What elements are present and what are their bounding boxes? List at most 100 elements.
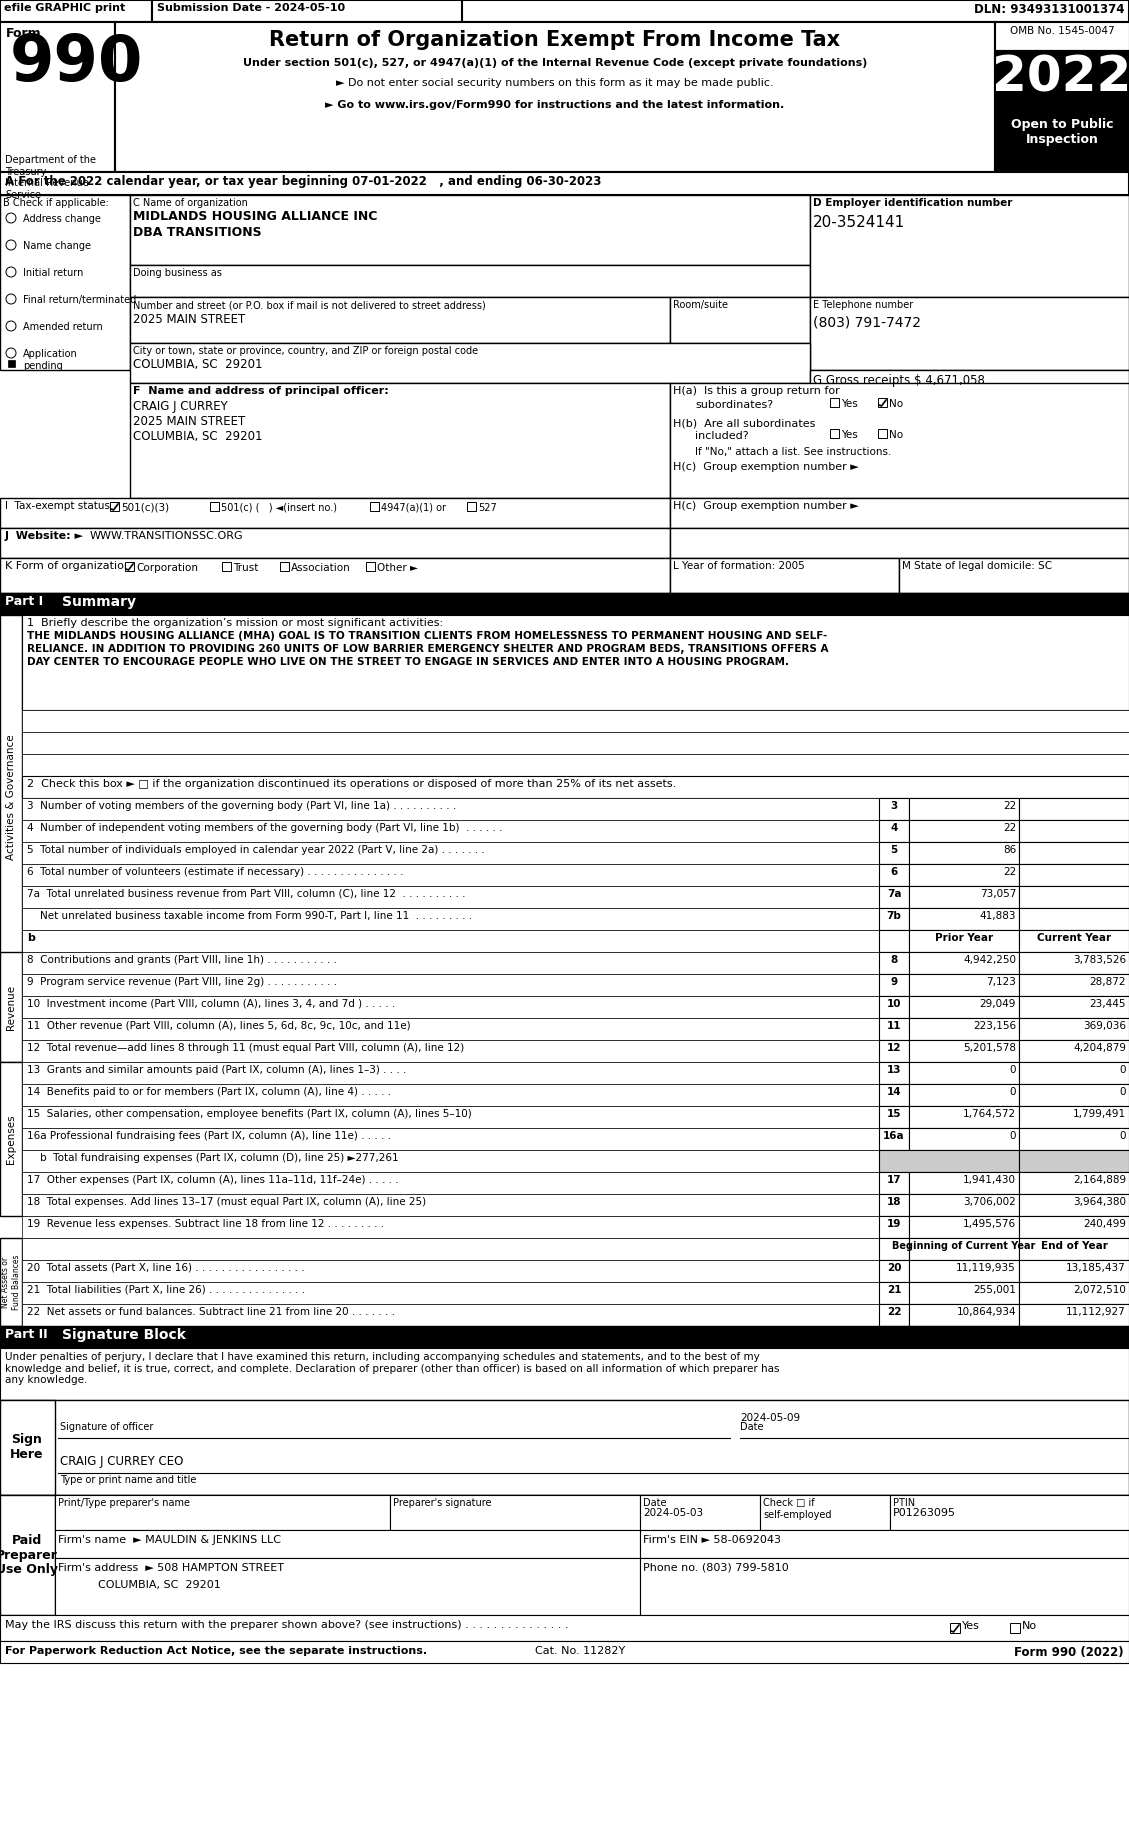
Bar xyxy=(669,558,899,593)
Text: 3: 3 xyxy=(891,800,898,811)
Bar xyxy=(1019,865,1129,885)
Text: 5,201,578: 5,201,578 xyxy=(963,1042,1016,1053)
Text: Corporation: Corporation xyxy=(135,564,198,573)
Text: 501(c) (   ) ◄(insert no.): 501(c) ( ) ◄(insert no.) xyxy=(221,503,336,514)
Text: DLN: 93493131001374: DLN: 93493131001374 xyxy=(974,4,1124,17)
Text: B Check if applicable:: B Check if applicable: xyxy=(3,198,108,209)
Text: 14: 14 xyxy=(886,1087,901,1098)
Text: 21: 21 xyxy=(886,1284,901,1295)
Bar xyxy=(879,1149,1019,1172)
Bar xyxy=(1019,1105,1129,1127)
Bar xyxy=(370,503,379,512)
Bar xyxy=(55,1495,390,1530)
Bar xyxy=(879,1085,909,1105)
Text: 3,706,002: 3,706,002 xyxy=(963,1198,1016,1207)
Text: Revenue: Revenue xyxy=(6,985,16,1029)
Text: 15: 15 xyxy=(886,1109,901,1120)
Bar xyxy=(909,907,1019,930)
Text: Prior Year: Prior Year xyxy=(935,933,994,942)
Text: 527: 527 xyxy=(478,503,497,514)
Text: Type or print name and title: Type or print name and title xyxy=(60,1475,196,1486)
Text: No: No xyxy=(1022,1621,1038,1632)
Bar xyxy=(0,952,21,1063)
Text: 17  Other expenses (Part IX, column (A), lines 11a–11d, 11f–24e) . . . . .: 17 Other expenses (Part IX, column (A), … xyxy=(27,1175,399,1185)
Text: OMB No. 1545-0047: OMB No. 1545-0047 xyxy=(1009,26,1114,35)
Bar xyxy=(1019,1127,1129,1149)
Bar xyxy=(125,562,134,571)
Text: 11,119,935: 11,119,935 xyxy=(956,1262,1016,1273)
Bar xyxy=(0,497,669,529)
Text: RELIANCE. IN ADDITION TO PROVIDING 260 UNITS OF LOW BARRIER EMERGENCY SHELTER AN: RELIANCE. IN ADDITION TO PROVIDING 260 U… xyxy=(27,643,829,654)
Text: 2,072,510: 2,072,510 xyxy=(1074,1284,1126,1295)
Bar xyxy=(21,710,1129,732)
Text: H(a)  Is this a group return for: H(a) Is this a group return for xyxy=(673,386,840,395)
Text: F  Name and address of principal officer:: F Name and address of principal officer: xyxy=(133,386,388,395)
Text: 1,941,430: 1,941,430 xyxy=(963,1175,1016,1185)
Bar xyxy=(995,113,1129,172)
Bar xyxy=(1019,1172,1129,1194)
Bar xyxy=(879,1194,909,1216)
Bar xyxy=(879,821,909,843)
Bar xyxy=(1019,1260,1129,1283)
Text: Department of the
Treasury
Internal Revenue
Service: Department of the Treasury Internal Reve… xyxy=(5,155,96,200)
Text: CRAIG J CURREY: CRAIG J CURREY xyxy=(133,399,228,412)
Text: 369,036: 369,036 xyxy=(1083,1020,1126,1031)
Text: 41,883: 41,883 xyxy=(980,911,1016,920)
Bar xyxy=(1019,885,1129,907)
Text: 0: 0 xyxy=(1009,1064,1016,1076)
Text: 11,112,927: 11,112,927 xyxy=(1066,1307,1126,1318)
Bar xyxy=(21,907,879,930)
Text: DBA TRANSITIONS: DBA TRANSITIONS xyxy=(133,225,262,238)
Bar xyxy=(0,1327,1129,1347)
Text: 16a: 16a xyxy=(883,1131,904,1140)
Text: Date: Date xyxy=(644,1499,666,1508)
Text: E Telephone number: E Telephone number xyxy=(813,299,913,310)
Bar xyxy=(879,1018,909,1040)
Text: Form 990 (2022): Form 990 (2022) xyxy=(1014,1647,1124,1660)
Text: 0: 0 xyxy=(1120,1064,1126,1076)
Text: Open to Public
Inspection: Open to Public Inspection xyxy=(1010,118,1113,146)
Text: 3,783,526: 3,783,526 xyxy=(1073,955,1126,965)
Bar xyxy=(21,615,1129,710)
Bar xyxy=(1019,1018,1129,1040)
Text: b  Total fundraising expenses (Part IX, column (D), line 25) ►277,261: b Total fundraising expenses (Part IX, c… xyxy=(27,1153,399,1162)
Text: WWW.TRANSITIONSSC.ORG: WWW.TRANSITIONSSC.ORG xyxy=(90,530,244,541)
Bar xyxy=(1019,798,1129,821)
Bar xyxy=(1019,1040,1129,1063)
Bar xyxy=(1019,1305,1129,1327)
Bar xyxy=(879,1238,909,1260)
Text: 5  Total number of individuals employed in calendar year 2022 (Part V, line 2a) : 5 Total number of individuals employed i… xyxy=(27,845,484,856)
Bar xyxy=(0,1615,1129,1641)
Text: 6: 6 xyxy=(891,867,898,878)
Bar xyxy=(0,529,669,558)
Text: 1,799,491: 1,799,491 xyxy=(1073,1109,1126,1120)
Text: Form: Form xyxy=(6,28,42,41)
Text: City or town, state or province, country, and ZIP or foreign postal code: City or town, state or province, country… xyxy=(133,346,478,357)
Bar xyxy=(640,1558,1129,1615)
Bar xyxy=(21,821,879,843)
Text: A For the 2022 calendar year, or tax year beginning 07-01-2022   , and ending 06: A For the 2022 calendar year, or tax yea… xyxy=(5,176,602,188)
Text: Trust: Trust xyxy=(233,564,259,573)
Text: COLUMBIA, SC  29201: COLUMBIA, SC 29201 xyxy=(98,1580,221,1589)
Bar xyxy=(21,1149,879,1172)
Text: Doing business as: Doing business as xyxy=(133,268,222,277)
Text: Firm's address  ► 508 HAMPTON STREET: Firm's address ► 508 HAMPTON STREET xyxy=(58,1563,285,1573)
Bar xyxy=(222,562,231,571)
Bar xyxy=(879,996,909,1018)
Text: J  Website: ►: J Website: ► xyxy=(5,530,84,541)
Text: Yes: Yes xyxy=(841,399,858,408)
Text: 10,864,934: 10,864,934 xyxy=(956,1307,1016,1318)
Text: Initial return: Initial return xyxy=(23,268,84,277)
Text: I  Tax-exempt status:: I Tax-exempt status: xyxy=(5,501,114,512)
Text: Return of Organization Exempt From Income Tax: Return of Organization Exempt From Incom… xyxy=(270,30,841,50)
Text: efile GRAPHIC print: efile GRAPHIC print xyxy=(5,4,125,13)
Bar xyxy=(21,1283,879,1305)
Bar xyxy=(1019,996,1129,1018)
Text: End of Year: End of Year xyxy=(1041,1242,1108,1251)
Text: D Employer identification number: D Employer identification number xyxy=(813,198,1013,209)
Text: DAY CENTER TO ENCOURAGE PEOPLE WHO LIVE ON THE STREET TO ENGAGE IN SERVICES AND : DAY CENTER TO ENCOURAGE PEOPLE WHO LIVE … xyxy=(27,658,789,667)
Text: 3  Number of voting members of the governing body (Part VI, line 1a) . . . . . .: 3 Number of voting members of the govern… xyxy=(27,800,456,811)
Bar xyxy=(909,865,1019,885)
Bar xyxy=(899,558,1129,593)
Text: 8: 8 xyxy=(891,955,898,965)
